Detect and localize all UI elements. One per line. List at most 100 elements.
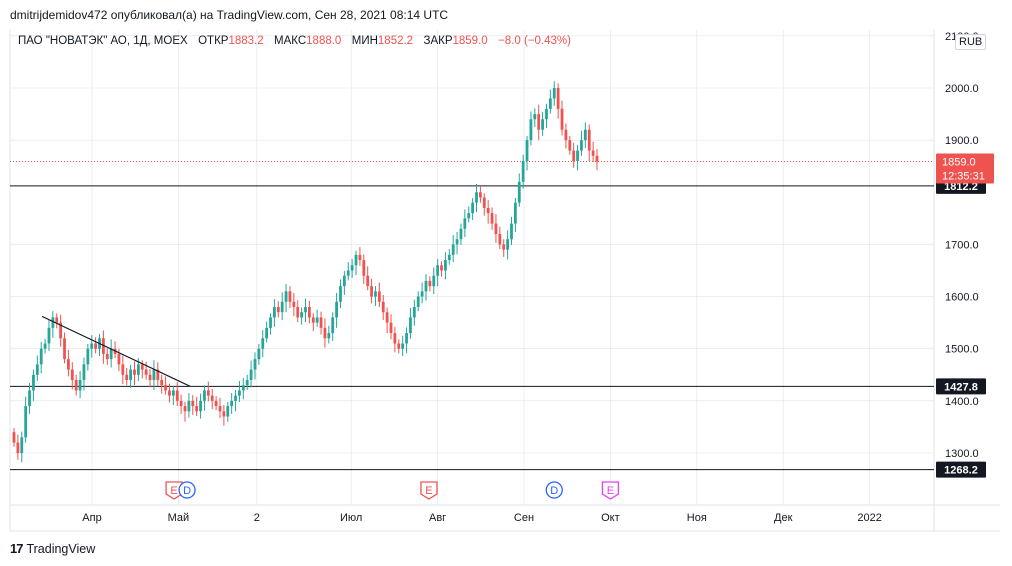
- candle-body: [381, 301, 385, 313]
- tradingview-logo-icon: 17: [10, 541, 24, 556]
- event-marker-label: D: [550, 485, 558, 497]
- candle-body: [510, 223, 513, 240]
- candle-body: [475, 192, 478, 203]
- last-price-tag-bg: [936, 153, 994, 184]
- trendline-group[interactable]: [41, 315, 191, 387]
- candle-body: [327, 333, 331, 339]
- candle-body: [572, 150, 576, 161]
- candle-body: [568, 140, 572, 151]
- candle-body: [175, 390, 179, 401]
- candle-body: [222, 411, 226, 417]
- y-tick-label: 1600.0: [945, 292, 979, 304]
- candle-body: [129, 369, 132, 380]
- candle-body: [78, 380, 82, 391]
- ohlc-legend: ПАО "НОВАТЭК" АО, 1Д, MOEX ОТКР1883.2 МА…: [18, 35, 571, 47]
- candle-body: [94, 343, 98, 349]
- candle-body: [374, 291, 377, 297]
- candle-body: [140, 364, 144, 370]
- high-value: 1888.0: [306, 35, 342, 47]
- candle-body: [463, 218, 467, 229]
- candle-body: [447, 254, 451, 261]
- candle-body: [16, 442, 20, 453]
- earnings-marker[interactable]: E: [601, 481, 620, 500]
- candle-body: [195, 406, 199, 412]
- candle-body: [339, 286, 342, 302]
- candle-body: [490, 213, 494, 224]
- event-marker-label: D: [183, 485, 191, 497]
- footer-brand[interactable]: 17 TradingView: [10, 541, 95, 556]
- candle-body: [580, 140, 583, 151]
- candle-body: [498, 234, 502, 245]
- candle-body: [486, 207, 490, 214]
- dividend-icon: [178, 481, 196, 499]
- candle-body: [82, 364, 86, 380]
- candle-body: [331, 317, 335, 334]
- candle-body: [529, 119, 533, 141]
- candle-body: [416, 296, 420, 307]
- candle-body: [230, 400, 234, 407]
- candle-body: [12, 432, 16, 443]
- x-tick-label: 2022: [857, 512, 881, 524]
- x-tick-label: Ноя: [687, 512, 707, 524]
- candle-body: [377, 291, 381, 302]
- event-marker-label: E: [170, 485, 177, 497]
- high-label: МАКС: [274, 35, 307, 47]
- axes: [9, 30, 1000, 532]
- candle-body: [346, 270, 350, 276]
- candle-body: [335, 301, 338, 318]
- candle-body: [541, 119, 544, 130]
- candle-body: [101, 338, 105, 354]
- candle-body: [591, 150, 595, 156]
- candle-body: [90, 343, 94, 349]
- candle-body: [276, 307, 280, 313]
- candle-body: [370, 286, 373, 297]
- candles: [12, 81, 599, 463]
- y-tick-label: 1700.0: [945, 239, 979, 251]
- change-value: −8.0 (−0.43%): [498, 35, 571, 47]
- candle-body: [261, 338, 265, 349]
- candle-body: [171, 390, 175, 396]
- symbol-label[interactable]: ПАО "НОВАТЭК" АО, 1Д, MOEX: [18, 35, 188, 47]
- x-tick-label: Авг: [429, 512, 446, 524]
- candle-body: [105, 353, 109, 360]
- horizontal-levels[interactable]: [10, 161, 934, 471]
- earnings-icon: [165, 481, 183, 500]
- candle-body: [304, 307, 307, 313]
- candle-body: [385, 312, 389, 323]
- candle-body: [513, 202, 517, 224]
- candle-body: [564, 129, 568, 141]
- earnings-marker[interactable]: E: [420, 481, 438, 500]
- candle-body: [393, 333, 397, 344]
- candle-body: [164, 385, 167, 391]
- candle-body: [350, 265, 354, 271]
- candle-body: [576, 150, 579, 161]
- candle-body: [249, 369, 253, 380]
- candle-body: [455, 239, 459, 245]
- candle-body: [218, 406, 222, 412]
- dividend-marker[interactable]: D: [178, 481, 196, 499]
- candle-body: [358, 254, 362, 261]
- candle-body: [280, 301, 284, 313]
- dividend-marker[interactable]: D: [545, 481, 563, 499]
- currency-badge[interactable]: RUB: [955, 34, 987, 50]
- candle-body: [471, 202, 475, 214]
- candle-body: [288, 291, 292, 302]
- earnings-marker[interactable]: E: [165, 481, 183, 500]
- candle-body: [409, 317, 412, 334]
- candle-body: [24, 406, 28, 438]
- candle-body: [319, 317, 323, 328]
- candle-body: [521, 161, 525, 182]
- x-tick-label: Сен: [514, 512, 534, 524]
- candle-body: [109, 348, 113, 360]
- x-tick-label: 2: [254, 512, 260, 524]
- candle-body: [292, 301, 296, 307]
- candle-body: [459, 228, 463, 240]
- earnings-icon: [601, 481, 620, 500]
- trendline[interactable]: [41, 315, 191, 387]
- candle-body: [587, 129, 591, 151]
- candle-body: [397, 343, 401, 349]
- open-value: 1883.2: [228, 35, 264, 47]
- grid: [10, 30, 934, 505]
